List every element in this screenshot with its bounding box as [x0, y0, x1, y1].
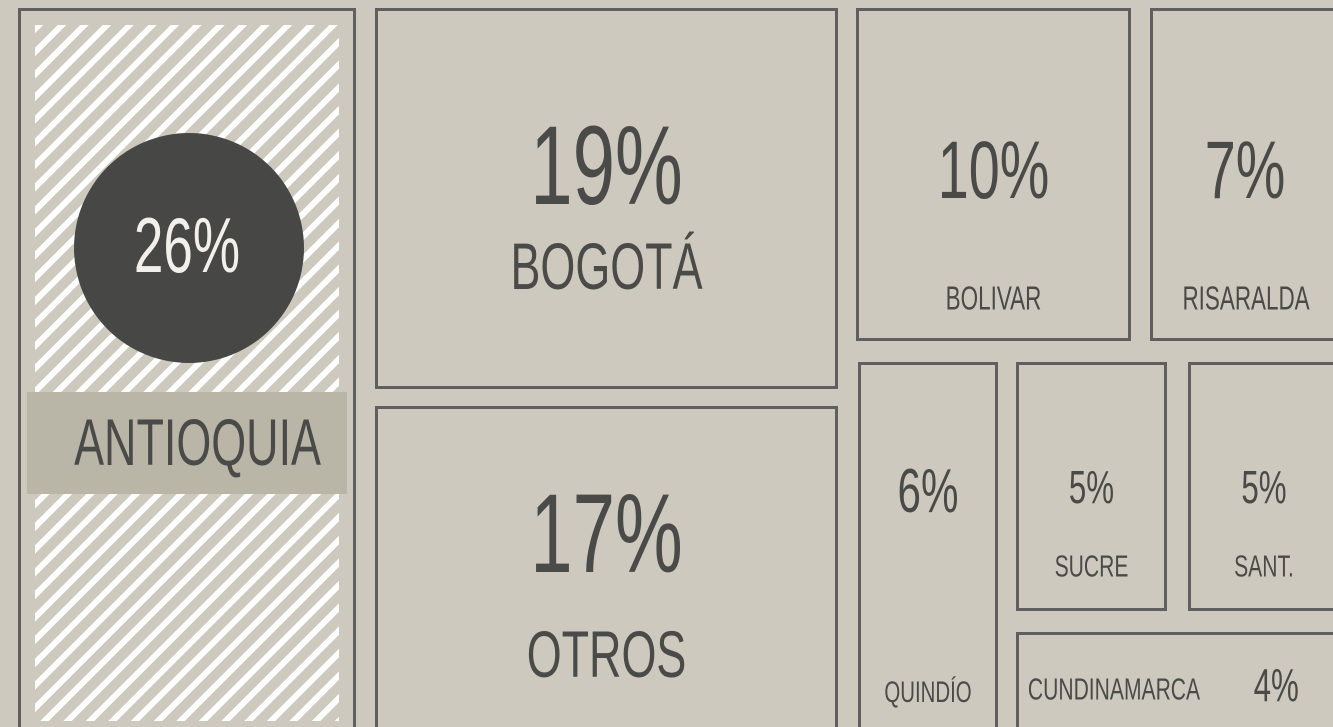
label-band [27, 392, 347, 494]
tile: 19% BOGOTÁ [375, 8, 838, 389]
value-circle [74, 133, 304, 363]
category-label: SANT. [1234, 548, 1294, 584]
value-label: 19% [530, 103, 683, 228]
tile: 17% OTROS [375, 406, 838, 727]
category-label: ANTIOQUIA [74, 405, 321, 479]
category-label: RISARALDA [1182, 279, 1310, 317]
category-label: SUCRE [1054, 548, 1129, 584]
value-label: 10% [937, 125, 1050, 216]
stripe-fill [35, 25, 339, 721]
category-label: CUNDINAMARCA [1027, 671, 1201, 707]
value-label: 5% [1241, 461, 1287, 513]
value-label: 26% [133, 201, 241, 289]
tile: 5% SUCRE [1016, 362, 1167, 611]
value-label: 4% [1253, 659, 1299, 711]
tile: 26% ANTIOQUIA [18, 8, 356, 727]
category-label: BOGOTÁ [510, 229, 703, 303]
value-label: 5% [1068, 461, 1115, 513]
value-label: 17% [530, 471, 683, 596]
value-label: 6% [897, 457, 959, 526]
tile: 5% SANT. [1188, 362, 1333, 611]
tile: CUNDINAMARCA 4% [1016, 632, 1333, 727]
tile: 6% QUINDÍO [858, 362, 998, 727]
value-label: 7% [1204, 125, 1286, 216]
category-label: OTROS [526, 617, 687, 691]
category-label: BOLIVAR [945, 279, 1042, 317]
category-label: QUINDÍO [884, 676, 972, 709]
tile: 10% BOLIVAR [856, 8, 1131, 341]
tile: 7% RISARALDA [1150, 8, 1333, 341]
